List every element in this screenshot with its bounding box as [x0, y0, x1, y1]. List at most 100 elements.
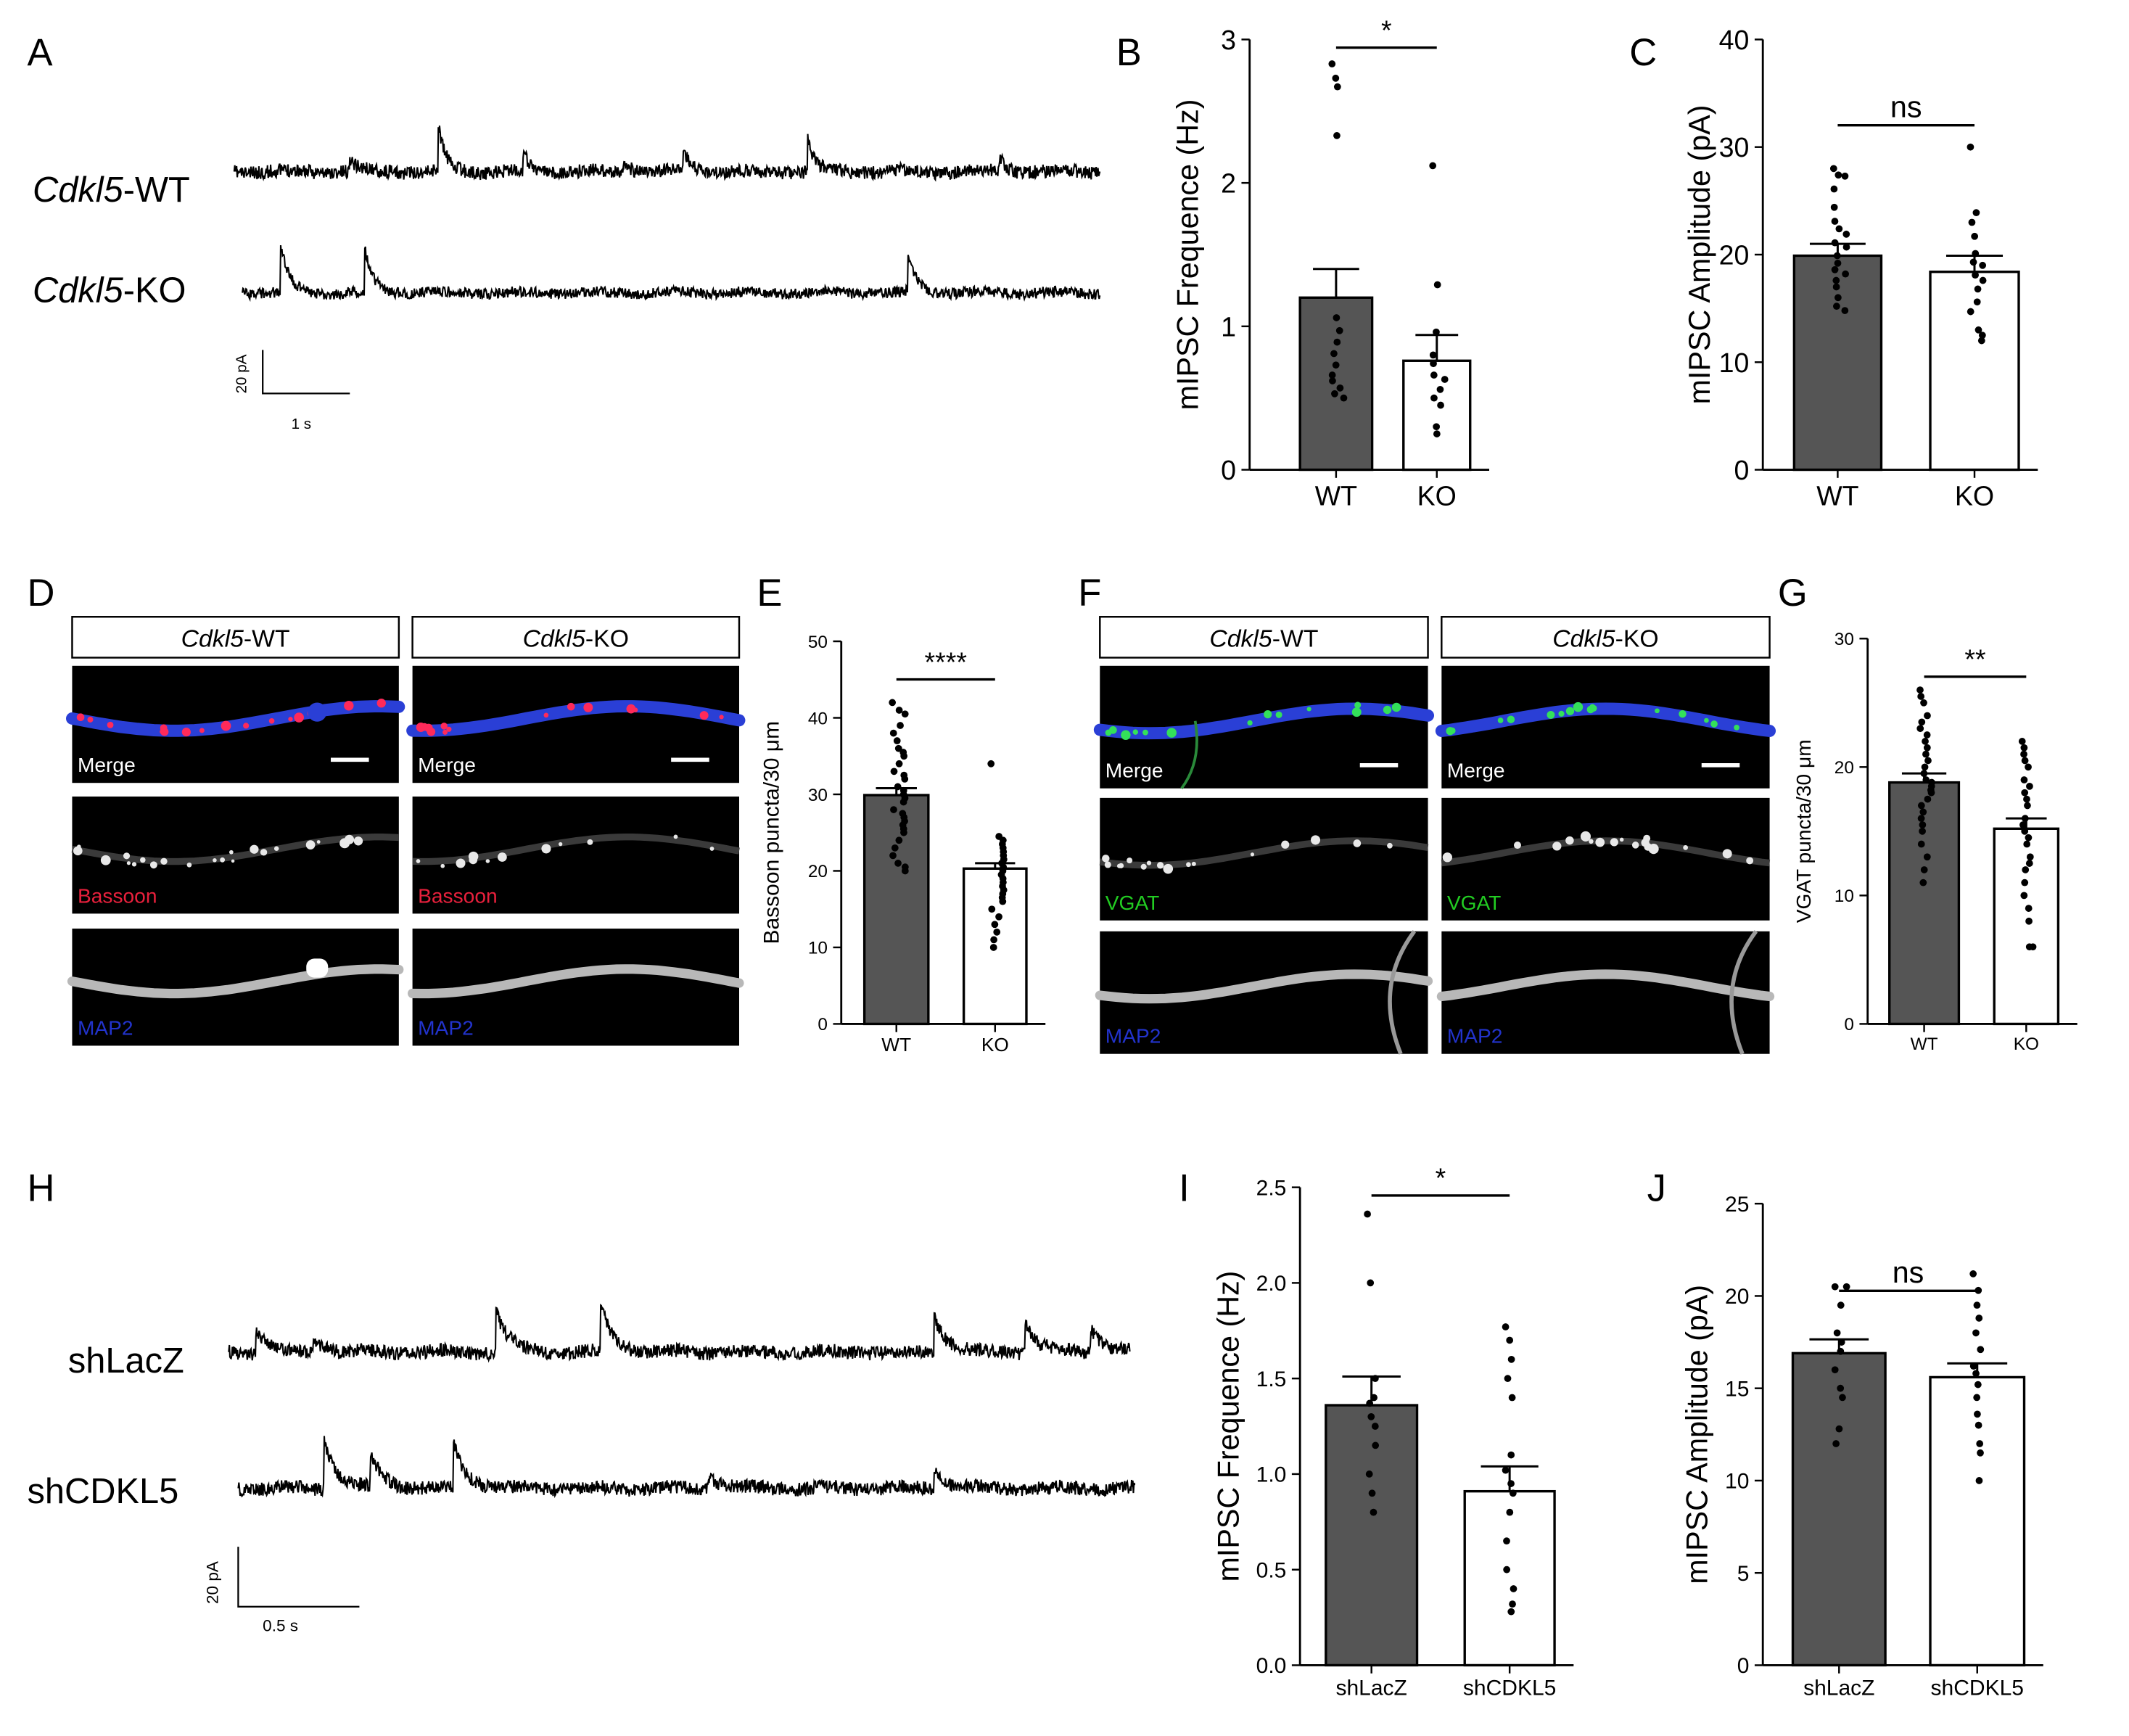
x-tick-label: KO — [981, 1034, 1009, 1056]
data-point — [1842, 1283, 1850, 1291]
y-tick-label: 0 — [818, 1015, 828, 1034]
puncta — [1497, 717, 1504, 723]
y-tick-label: 10 — [1834, 886, 1854, 906]
data-point — [1977, 1449, 1984, 1457]
data-point — [1504, 1375, 1512, 1383]
dendrite — [66, 700, 405, 737]
data-point — [1974, 1286, 1982, 1294]
panel-label-d: D — [28, 572, 55, 614]
data-point — [1333, 338, 1341, 346]
puncta — [100, 855, 111, 865]
puncta — [1704, 717, 1709, 723]
data-point — [889, 729, 897, 737]
bar-ko — [1929, 271, 2020, 472]
data-point — [1919, 808, 1927, 816]
puncta — [446, 726, 452, 732]
puncta — [626, 704, 636, 714]
scale-bar-a-x-label: 1 s — [292, 416, 312, 432]
puncta — [1746, 857, 1754, 865]
data-point — [1833, 303, 1840, 310]
data-point — [2025, 917, 2033, 925]
data-point — [1329, 377, 1336, 384]
puncta — [1118, 863, 1124, 868]
data-point — [1328, 60, 1336, 67]
data-point — [2021, 879, 2029, 886]
data-point — [900, 752, 908, 760]
data-point — [1922, 776, 1930, 783]
puncta — [231, 859, 235, 863]
image-header-label: Cdkl5-WT — [1209, 625, 1318, 653]
data-point — [1371, 1375, 1379, 1383]
data-point — [1831, 266, 1839, 273]
puncta — [1186, 862, 1191, 868]
data-point — [1367, 1279, 1375, 1287]
puncta — [1109, 725, 1117, 734]
puncta — [1306, 707, 1311, 712]
puncta — [77, 844, 81, 849]
data-point — [1502, 1466, 1510, 1474]
image-header-box — [1441, 616, 1771, 659]
scale-bar-h-x-label: 0.5 s — [263, 1617, 298, 1635]
y-axis-label: mIPSC Amplitude (pA) — [1680, 1285, 1713, 1584]
data-point — [891, 844, 899, 852]
data-point — [1975, 1477, 1983, 1484]
data-point — [1834, 259, 1842, 267]
data-point — [2025, 905, 2033, 912]
y-tick-label: 3 — [1221, 25, 1236, 55]
data-point — [1364, 1210, 1371, 1218]
y-tick-label: 30 — [1719, 132, 1750, 163]
y-tick-label: 15 — [1725, 1377, 1749, 1401]
puncta — [1166, 728, 1177, 738]
data-point — [1917, 840, 1925, 848]
y-tick-label: 30 — [1834, 630, 1854, 649]
y-axis-label: VGAT puncta/30 μm — [1792, 739, 1815, 923]
puncta — [497, 852, 507, 862]
puncta — [199, 728, 205, 733]
puncta — [1281, 840, 1290, 849]
y-tick-label: 1 — [1221, 311, 1236, 342]
data-point — [1437, 401, 1444, 409]
puncta — [1734, 724, 1739, 731]
x-tick-label: WT — [881, 1034, 911, 1056]
data-point — [1507, 1355, 1515, 1363]
image-channel-label: Merge — [418, 754, 476, 776]
puncta — [376, 699, 386, 708]
puncta — [149, 861, 157, 869]
data-point — [1332, 74, 1340, 82]
y-tick-label: 0.5 — [1256, 1558, 1287, 1582]
data-point — [1971, 232, 1979, 240]
data-point — [889, 699, 897, 707]
puncta — [1631, 842, 1639, 849]
puncta — [673, 834, 678, 839]
data-point — [1842, 243, 1850, 251]
y-tick-label: 20 — [1719, 239, 1750, 270]
puncta — [213, 858, 217, 863]
data-point — [1340, 394, 1348, 402]
puncta — [1552, 842, 1562, 851]
x-tick-label: WT — [1816, 480, 1858, 511]
data-point — [1507, 1480, 1515, 1487]
traces-panel-a: Cdkl5-WT Cdkl5-KO 20 pA 1 s — [33, 126, 1101, 432]
data-point — [890, 768, 898, 776]
micrograph — [412, 796, 739, 914]
image-header-label: Cdkl5-KO — [523, 625, 629, 653]
micrograph — [1441, 797, 1770, 921]
puncta — [456, 858, 466, 868]
puncta — [268, 717, 275, 724]
data-point — [1972, 209, 1980, 217]
data-point — [993, 928, 1001, 936]
data-point — [895, 707, 903, 714]
data-point — [1430, 394, 1438, 402]
puncta — [1641, 838, 1650, 847]
puncta — [719, 715, 724, 720]
x-tick-label: shCDKL5 — [1931, 1677, 2024, 1700]
data-point — [1973, 1301, 1981, 1309]
data-point — [1333, 132, 1341, 139]
data-point — [1974, 326, 1982, 334]
y-tick-label: 40 — [1719, 25, 1750, 55]
y-tick-label: 20 — [1834, 758, 1854, 778]
data-point — [1372, 1441, 1380, 1449]
data-point — [1508, 1394, 1516, 1402]
puncta — [559, 842, 563, 847]
y-tick-label: 20 — [1725, 1285, 1749, 1309]
